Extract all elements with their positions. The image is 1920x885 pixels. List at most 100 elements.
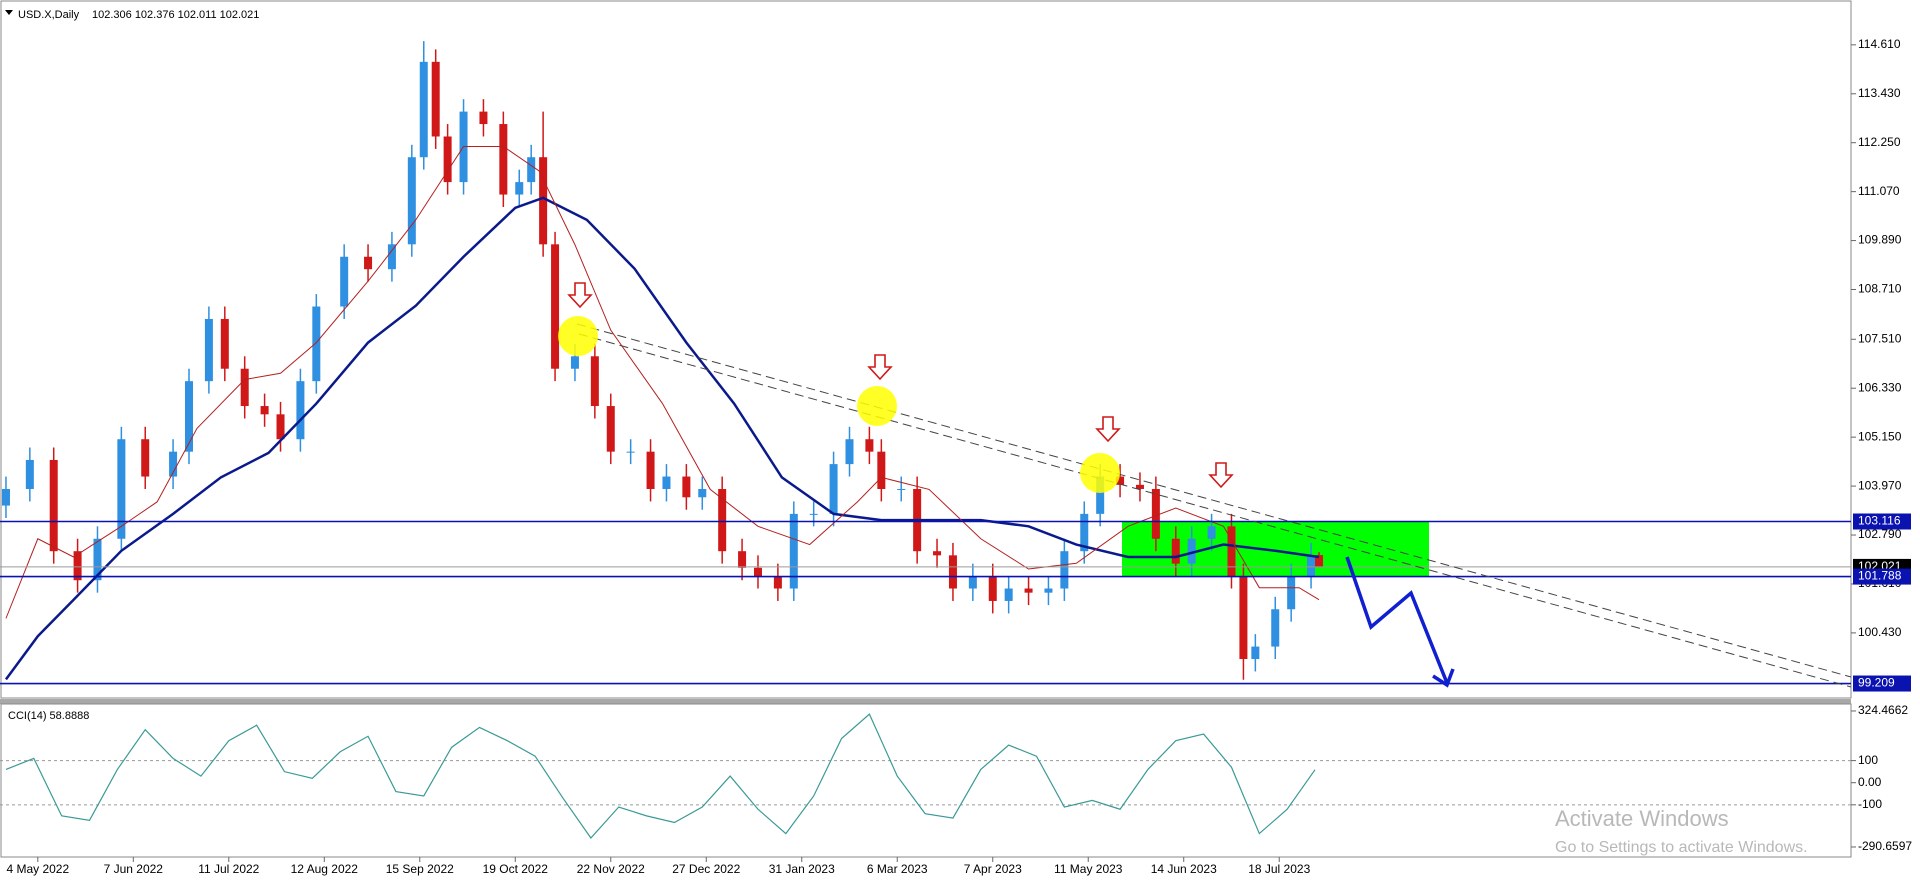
candle-body (1187, 538, 1196, 564)
y-tick-label: 107.510 (1858, 331, 1902, 345)
candle-body (539, 157, 548, 245)
x-tick-label: 4 May 2022 (6, 862, 69, 876)
highlight-circle (1080, 453, 1120, 493)
symbol: USD.X,Daily (18, 9, 80, 21)
quote: 102.306 102.376 102.011 102.021 (92, 9, 259, 21)
y-tick-label: 111.070 (1858, 184, 1900, 198)
candle-body (117, 439, 126, 539)
down-arrow (567, 282, 593, 309)
candle-body (364, 256, 373, 270)
y-tick-label: 114.610 (1858, 37, 1901, 51)
candle-body (276, 414, 285, 440)
moving-average (4, 196, 1320, 681)
candle-body (773, 576, 782, 589)
candle-body (968, 576, 977, 589)
y-tick-label: -290.6597 (1858, 839, 1912, 853)
candle-body (1271, 609, 1280, 647)
down-arrow (1208, 462, 1234, 489)
panel-separator (0, 699, 1851, 704)
candle-body (718, 488, 727, 552)
candle-body (340, 256, 349, 307)
x-tick-label: 12 Aug 2022 (291, 862, 359, 876)
x-tick-label: 7 Apr 2023 (964, 862, 1022, 876)
candle-body (682, 476, 691, 498)
y-tick-label: -100 (1858, 797, 1882, 811)
level-label: 99.209 (1858, 676, 1895, 690)
candle-body (240, 368, 249, 407)
level-box (1853, 513, 1911, 530)
x-tick-label: 15 Sep 2022 (386, 862, 454, 876)
candle-body (845, 439, 854, 465)
candle-body (1287, 576, 1296, 610)
candle-body (93, 538, 102, 581)
candle-body (590, 356, 599, 407)
x-tick-label: 14 Jun 2023 (1151, 862, 1217, 876)
cci-panel (0, 703, 1852, 858)
y-tick-label: 100.430 (1858, 625, 1902, 639)
candle-body (626, 451, 635, 453)
y-tick-label: 102.790 (1858, 527, 1902, 541)
level-box (1853, 568, 1911, 585)
trend-line (576, 323, 1852, 678)
y-tick-label: 324.4662 (1858, 703, 1908, 717)
candle-body (169, 451, 178, 477)
x-tick-label: 7 Jun 2022 (104, 862, 164, 876)
candle-body (312, 306, 321, 382)
candle-body (260, 406, 269, 415)
candle-body (527, 157, 536, 183)
candle-body (49, 459, 58, 552)
highlight-circle (558, 316, 598, 356)
moving-average (5, 145, 1320, 619)
x-tick-label: 18 Jul 2023 (1248, 862, 1310, 876)
candle-body (419, 61, 428, 158)
candle-body (296, 381, 305, 440)
level-label: 103.116 (1858, 514, 1901, 528)
candle-body (1004, 588, 1013, 601)
menu-triangle (5, 10, 13, 15)
candle-body (220, 318, 229, 369)
projection-arrowhead (1432, 668, 1455, 688)
candle-body (1024, 588, 1033, 593)
candle-body (1151, 488, 1160, 539)
level-box (1853, 675, 1911, 692)
candle-body (387, 244, 396, 270)
watermark-subtitle: Go to Settings to activate Windows. (1555, 839, 1808, 856)
candle-body (1239, 576, 1248, 660)
main-panel (0, 0, 1852, 699)
candle-body (753, 567, 762, 577)
marks (0, 41, 1851, 839)
trend-line (578, 333, 1852, 688)
highlight-circle (857, 386, 897, 426)
y-tick-label: 105.150 (1858, 429, 1902, 443)
y-tick-label: 113.430 (1858, 86, 1901, 100)
candle-body (479, 111, 488, 125)
x-tick-label: 27 Dec 2022 (672, 862, 740, 876)
candle-body (407, 157, 416, 245)
candle-body (1251, 646, 1260, 660)
candle-body (948, 555, 957, 589)
down-arrow (867, 354, 893, 381)
y-tick-label: 100 (1858, 753, 1878, 767)
candle-body (551, 244, 560, 369)
candle-body (897, 488, 906, 490)
candle-body (1307, 555, 1316, 577)
candle-body (499, 124, 508, 195)
candle-body (515, 182, 524, 195)
candle-body (1080, 513, 1089, 552)
down-arrow (1095, 416, 1121, 443)
y-tick-label: 112.250 (1858, 135, 1901, 149)
x-tick-label: 22 Nov 2022 (577, 862, 645, 876)
projection-arrow (1345, 556, 1449, 684)
candle-body (933, 551, 942, 556)
indicator-title: CCI(14) 58.8888 (8, 710, 89, 722)
candle-body (1315, 555, 1324, 567)
candle-body (443, 136, 452, 183)
candle-body (988, 576, 997, 601)
x-tick-label: 6 Mar 2023 (867, 862, 928, 876)
candle-body (698, 488, 707, 498)
y-tick-label: 108.710 (1858, 282, 1902, 296)
candle-body (1096, 476, 1105, 514)
x-tick-label: 11 Jul 2022 (198, 862, 259, 876)
